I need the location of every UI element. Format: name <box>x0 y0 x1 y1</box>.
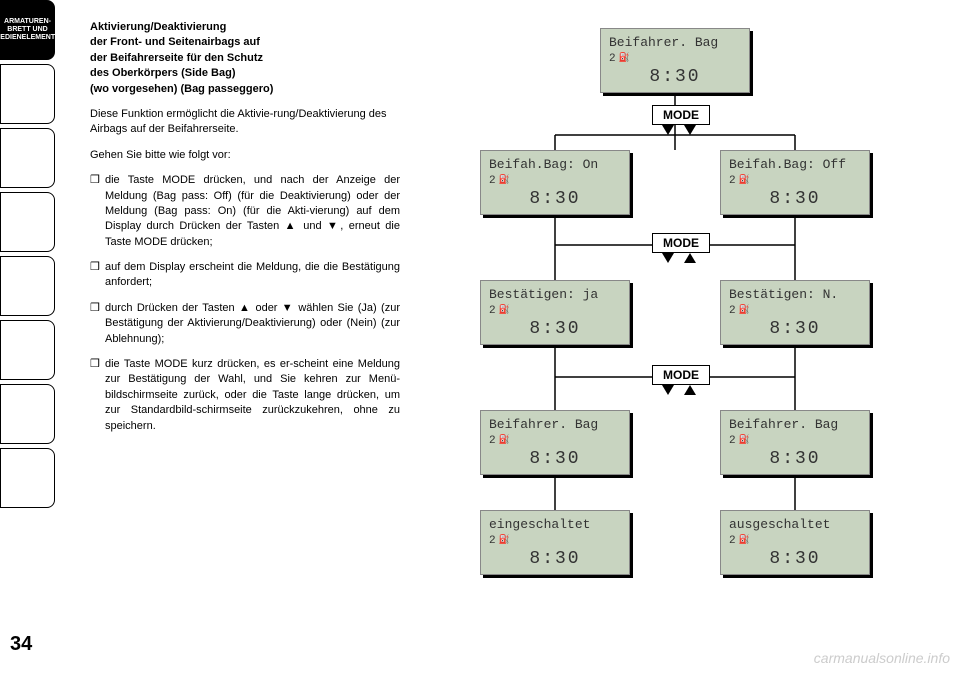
flow-diagram: Beifahrer. Bag 2⛽ 8:30 Beifah.Bag: On 2⛽… <box>420 20 930 640</box>
arrow-down-icon <box>684 125 696 135</box>
sidebar-tab <box>0 384 55 444</box>
paragraph: Diese Funktion ermöglicht die Aktivie-ru… <box>90 107 400 138</box>
mode-label: MODE <box>652 105 710 125</box>
arrow-up-icon <box>684 385 696 395</box>
bullet-item: ❒die Taste MODE drücken, und nach der An… <box>90 173 400 250</box>
arrow-down-icon <box>662 253 674 263</box>
sidebar-tab-active: ARMATUREN- BRETT UND BEDIENELEMENTE <box>0 0 55 60</box>
arrow-pair <box>662 253 696 263</box>
section-heading: Aktivierung/Deaktivierung der Front- und… <box>90 20 400 97</box>
bullet-item: ❒die Taste MODE kurz drücken, es er-sche… <box>90 357 400 434</box>
bullet-item: ❒auf dem Display erscheint die Meldung, … <box>90 260 400 291</box>
arrow-pair <box>662 125 696 135</box>
arrow-up-icon <box>684 253 696 263</box>
mode-label: MODE <box>652 233 710 253</box>
sidebar: ARMATUREN- BRETT UND BEDIENELEMENTE <box>0 0 60 676</box>
page-number: 34 <box>10 633 32 656</box>
watermark: carmanualsonline.info <box>814 650 950 666</box>
arrow-down-icon <box>662 385 674 395</box>
mode-label: MODE <box>652 365 710 385</box>
sidebar-tab <box>0 448 55 508</box>
sidebar-tab <box>0 320 55 380</box>
sidebar-tab <box>0 256 55 316</box>
arrow-down-icon <box>662 125 674 135</box>
sidebar-tab <box>0 64 55 124</box>
sidebar-tab <box>0 192 55 252</box>
arrow-pair <box>662 385 696 395</box>
bullet-item: ❒durch Drücken der Tasten ▲ oder ▼ wähle… <box>90 301 400 347</box>
paragraph: Gehen Sie bitte wie folgt vor: <box>90 148 400 163</box>
body-text: Aktivierung/Deaktivierung der Front- und… <box>90 20 400 444</box>
sidebar-tab <box>0 128 55 188</box>
